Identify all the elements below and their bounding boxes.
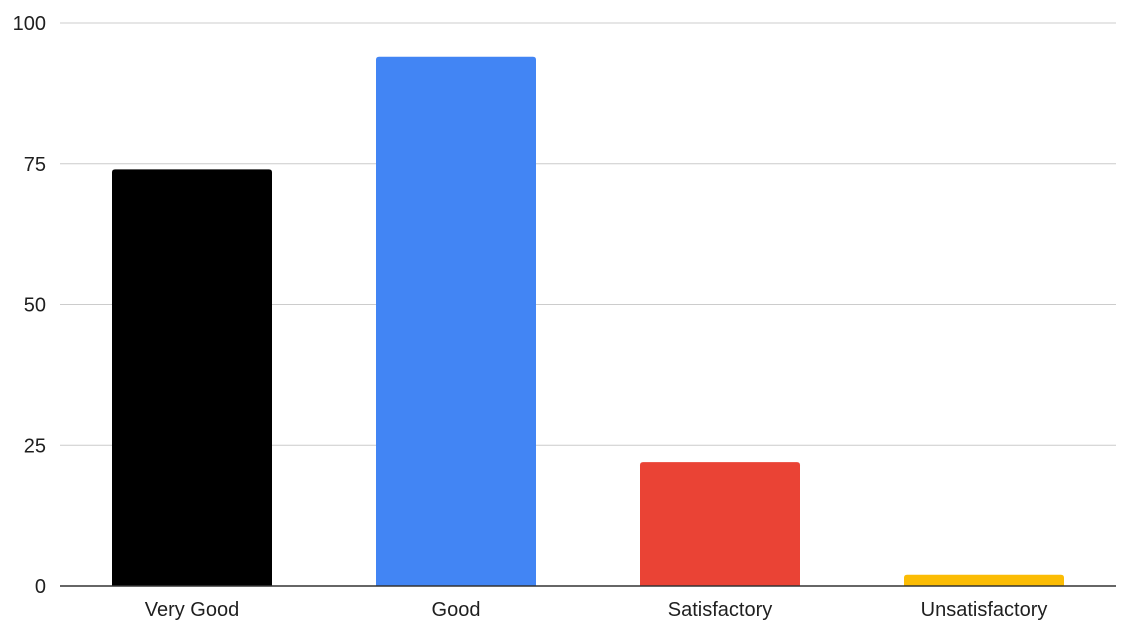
bar-unsatisfactory	[904, 575, 1064, 586]
x-category-label: Good	[432, 599, 481, 621]
bar-satisfactory	[640, 462, 800, 586]
x-axis-category-labels: Very Good Good Satisfactory Unsatisfactory	[145, 599, 1048, 621]
y-axis-tick-labels: 0 25 50 75 100	[13, 13, 46, 598]
y-tick-label: 75	[24, 154, 46, 176]
bars	[112, 57, 1064, 586]
x-category-label: Satisfactory	[668, 599, 772, 621]
y-tick-label: 0	[35, 576, 46, 598]
y-tick-label: 50	[24, 295, 46, 317]
x-category-label: Unsatisfactory	[921, 599, 1048, 621]
y-tick-label: 100	[13, 13, 46, 35]
bar-very-good	[112, 169, 272, 586]
y-tick-label: 25	[24, 435, 46, 457]
x-category-label: Very Good	[145, 599, 240, 621]
bar-good	[376, 57, 536, 586]
